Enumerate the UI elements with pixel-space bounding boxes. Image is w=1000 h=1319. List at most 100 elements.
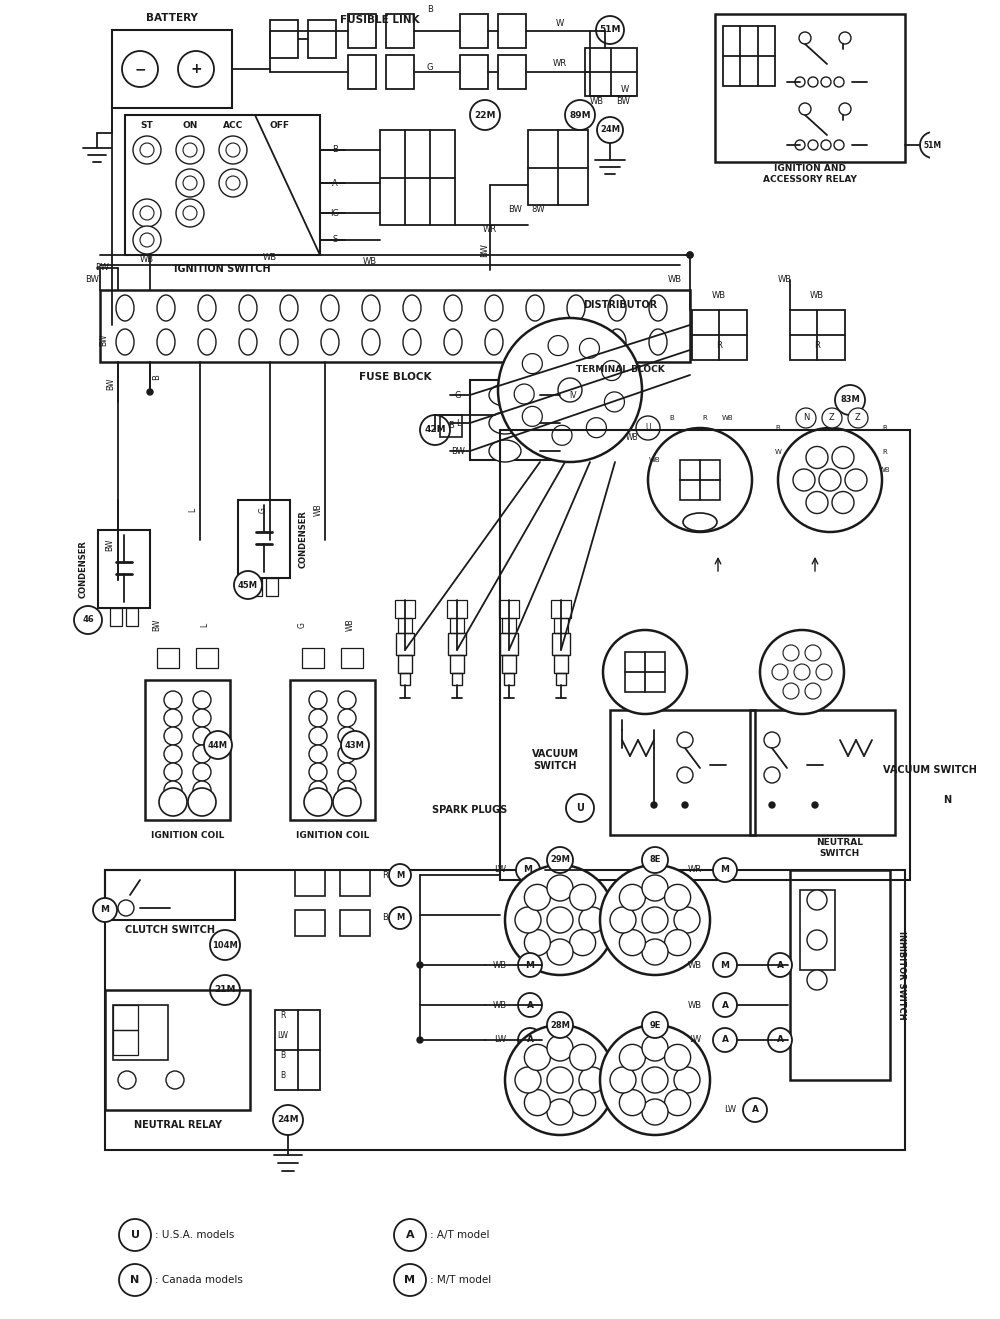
Circle shape: [665, 1089, 691, 1116]
Circle shape: [642, 1099, 668, 1125]
Text: W: W: [775, 448, 781, 455]
Circle shape: [338, 745, 356, 762]
Text: CONDENSER: CONDENSER: [298, 510, 308, 568]
Circle shape: [566, 794, 594, 822]
Circle shape: [642, 939, 668, 966]
Bar: [380, 131, 455, 226]
Text: 104M: 104M: [212, 940, 238, 950]
Text: L: L: [200, 623, 209, 627]
Circle shape: [304, 787, 332, 816]
Text: A: A: [776, 1035, 783, 1045]
Circle shape: [193, 727, 211, 745]
Circle shape: [183, 142, 197, 157]
Text: VACUUM SWITCH: VACUUM SWITCH: [883, 765, 977, 776]
Circle shape: [778, 427, 882, 532]
Circle shape: [610, 1067, 636, 1093]
Ellipse shape: [489, 412, 521, 434]
Bar: [126, 608, 138, 627]
Bar: [750, 710, 895, 835]
Text: B: B: [776, 425, 780, 431]
Circle shape: [845, 470, 867, 491]
Text: NEUTRAL RELAY: NEUTRAL RELAY: [134, 1120, 222, 1130]
Text: WB: WB: [263, 253, 277, 262]
Text: U: U: [576, 803, 584, 813]
Circle shape: [768, 1028, 792, 1053]
Bar: [295, 910, 325, 936]
Text: L: L: [456, 418, 460, 427]
Circle shape: [795, 77, 805, 87]
Circle shape: [524, 1089, 550, 1116]
Circle shape: [920, 132, 946, 158]
Circle shape: [164, 727, 182, 745]
Circle shape: [783, 645, 799, 661]
Circle shape: [498, 318, 642, 462]
Bar: [440, 415, 462, 437]
Bar: [113, 1005, 168, 1060]
Bar: [470, 380, 560, 460]
Bar: [800, 890, 835, 969]
Circle shape: [193, 710, 211, 727]
Circle shape: [140, 206, 154, 220]
Bar: [556, 673, 566, 685]
Text: ST: ST: [141, 120, 153, 129]
Text: 44M: 44M: [208, 740, 228, 749]
Circle shape: [682, 802, 688, 809]
Ellipse shape: [116, 328, 134, 355]
Text: BW: BW: [451, 447, 465, 455]
Circle shape: [193, 781, 211, 799]
Circle shape: [783, 683, 799, 699]
Text: BATTERY: BATTERY: [146, 13, 198, 22]
Bar: [125, 115, 320, 255]
Circle shape: [164, 691, 182, 710]
Text: WB: WB: [493, 1001, 507, 1009]
Text: M: M: [720, 960, 729, 969]
Circle shape: [389, 864, 411, 886]
Text: WB: WB: [879, 467, 891, 474]
Circle shape: [596, 16, 624, 44]
Circle shape: [164, 710, 182, 727]
Circle shape: [713, 993, 737, 1017]
Text: 42M: 42M: [424, 426, 446, 434]
Bar: [500, 633, 518, 656]
Circle shape: [74, 605, 102, 634]
Text: : Canada models: : Canada models: [155, 1275, 243, 1285]
Text: WB: WB: [688, 960, 702, 969]
Ellipse shape: [403, 295, 421, 321]
Circle shape: [743, 1097, 767, 1122]
Text: A: A: [526, 1001, 534, 1009]
Circle shape: [164, 781, 182, 799]
Circle shape: [822, 408, 842, 427]
Circle shape: [687, 252, 693, 259]
Bar: [680, 460, 720, 500]
Bar: [386, 15, 414, 47]
Text: N: N: [803, 413, 809, 422]
Circle shape: [341, 731, 369, 758]
Circle shape: [799, 103, 811, 115]
Ellipse shape: [198, 328, 216, 355]
Bar: [715, 15, 905, 162]
Circle shape: [338, 710, 356, 727]
Ellipse shape: [444, 328, 462, 355]
Text: B: B: [382, 914, 388, 922]
Circle shape: [417, 962, 423, 968]
Text: IG: IG: [330, 208, 339, 218]
Text: S: S: [332, 236, 338, 244]
Circle shape: [768, 954, 792, 977]
Circle shape: [812, 802, 818, 809]
Circle shape: [839, 32, 851, 44]
Circle shape: [133, 199, 161, 227]
Circle shape: [807, 930, 827, 950]
Ellipse shape: [649, 328, 667, 355]
Text: WB: WB: [626, 434, 638, 442]
Text: 51M: 51M: [599, 25, 621, 34]
Circle shape: [821, 140, 831, 150]
Circle shape: [140, 233, 154, 247]
Circle shape: [665, 1045, 691, 1071]
Bar: [610, 710, 755, 835]
Circle shape: [133, 136, 161, 164]
Circle shape: [807, 969, 827, 991]
Circle shape: [665, 884, 691, 910]
Text: Z: Z: [829, 413, 835, 422]
Text: R: R: [814, 340, 820, 350]
Circle shape: [417, 1037, 423, 1043]
